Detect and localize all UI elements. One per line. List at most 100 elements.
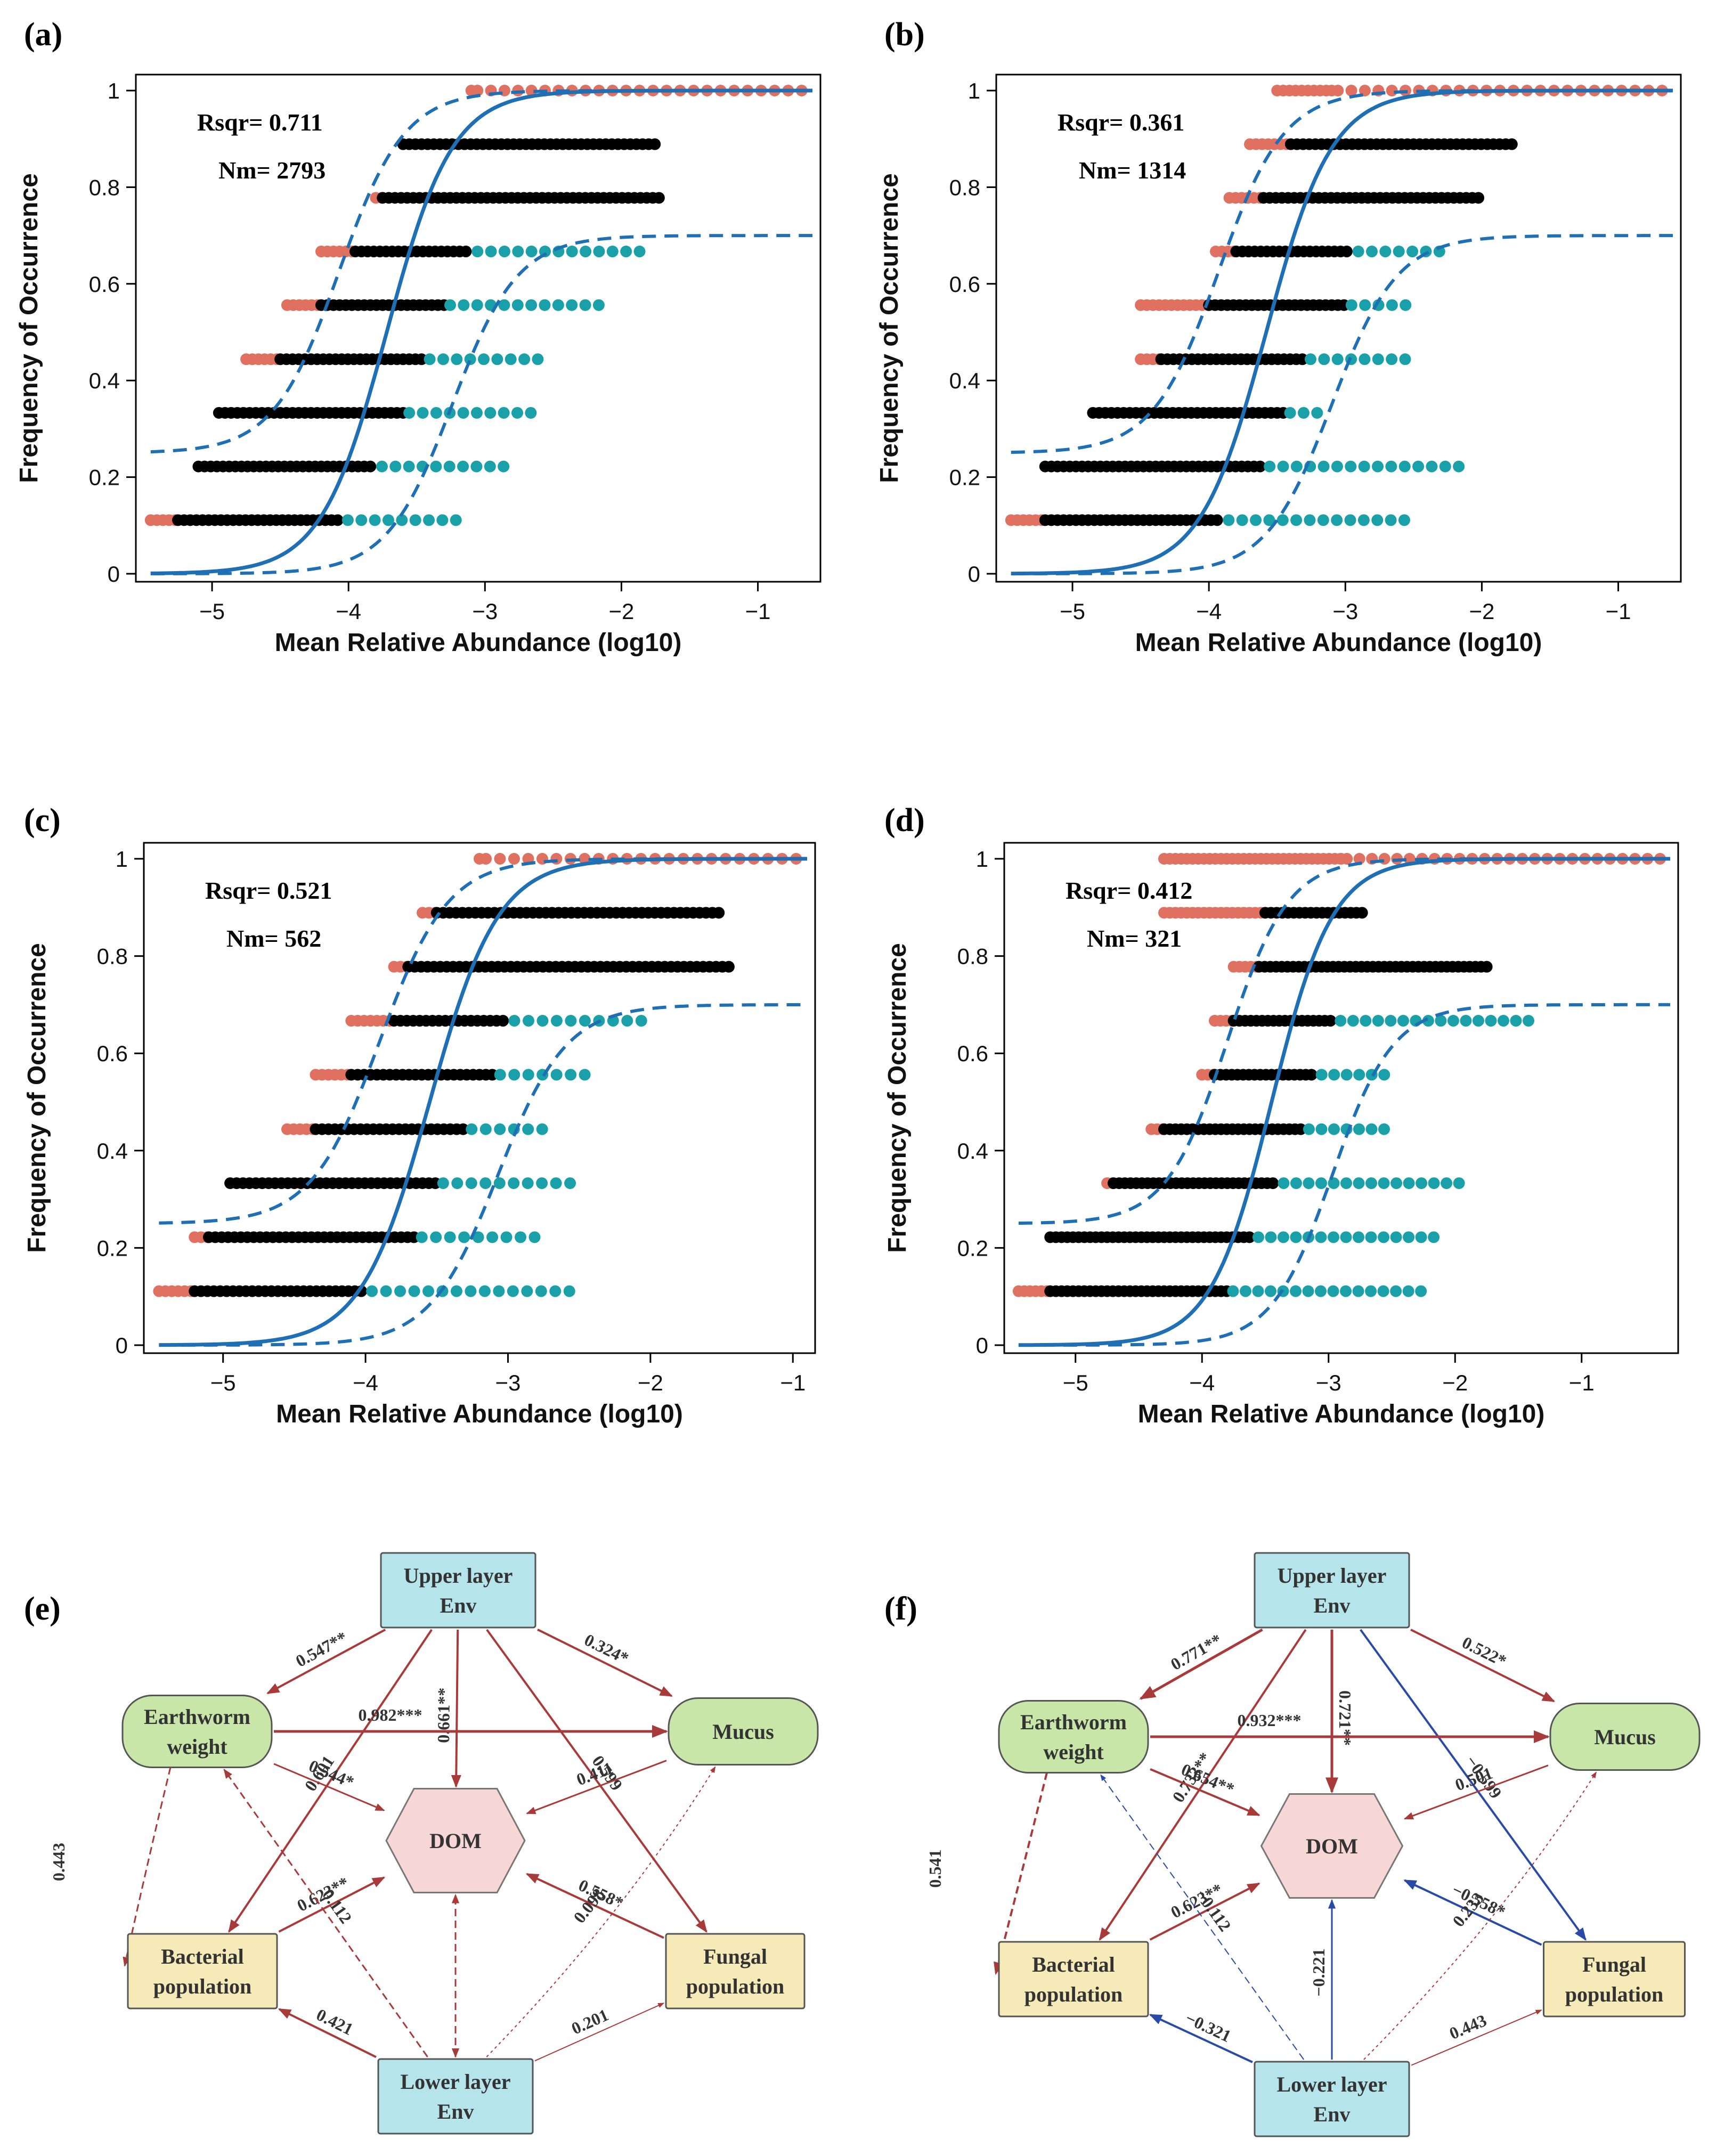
data-points xyxy=(144,85,808,526)
path-arrow xyxy=(1360,1629,1587,1941)
point-within xyxy=(416,353,428,365)
point-below xyxy=(1439,460,1451,473)
data-points xyxy=(153,853,802,1297)
node-label: population xyxy=(686,1974,785,1998)
y-tick-label: 0.6 xyxy=(89,272,120,297)
node-bacterial: Bacterial population xyxy=(127,1933,278,2009)
point-below xyxy=(564,1177,576,1189)
point-below xyxy=(1353,1177,1365,1189)
point-below xyxy=(566,246,578,258)
point-below xyxy=(1331,353,1344,365)
y-axis-label: Frequency of Occurrence xyxy=(875,173,904,483)
point-below xyxy=(549,1285,562,1297)
point-below xyxy=(522,1177,534,1189)
point-below xyxy=(1497,1015,1509,1027)
path-coefficient-label: −0.321 xyxy=(1183,2008,1234,2046)
point-below xyxy=(450,514,462,526)
x-tick-label: −3 xyxy=(1332,599,1358,624)
lower-confidence-curve xyxy=(1011,234,1673,575)
y-tick-label: 0.2 xyxy=(957,1235,988,1260)
path-coefficient-label: 0.932*** xyxy=(1238,1711,1302,1730)
x-tick-label: −3 xyxy=(1316,1370,1341,1395)
path-arrow xyxy=(266,1629,386,1695)
point-below xyxy=(508,1069,521,1081)
point-within xyxy=(1305,1069,1318,1081)
node-box xyxy=(1543,1941,1686,2017)
x-tick-label: −5 xyxy=(210,1370,236,1395)
point-within xyxy=(653,192,665,204)
point-below xyxy=(525,406,537,419)
point-below xyxy=(1344,514,1356,526)
point-below xyxy=(450,1285,462,1297)
point-below xyxy=(437,353,449,365)
point-below xyxy=(635,1015,647,1027)
point-below xyxy=(1340,1231,1352,1243)
point-below xyxy=(593,246,605,258)
point-below xyxy=(1264,1285,1276,1297)
point-below xyxy=(480,853,492,865)
point-below xyxy=(1398,460,1411,473)
neutral-model-fit-curve xyxy=(1011,88,1673,576)
point-below xyxy=(1264,460,1276,473)
lower-confidence-curve xyxy=(159,1003,807,1347)
point-below xyxy=(479,1177,492,1189)
point-below xyxy=(458,299,470,311)
point-below xyxy=(1284,406,1296,419)
panel-label: (c) xyxy=(24,802,61,839)
point-below xyxy=(408,1285,420,1297)
point-below xyxy=(512,246,524,258)
path-coefficient-label: 0.443 xyxy=(1446,2011,1489,2043)
neutral-model-fit-curve xyxy=(150,88,812,575)
path-arrow xyxy=(123,1767,172,1967)
path-arrow xyxy=(486,1629,707,1933)
point-below xyxy=(1416,1177,1428,1189)
point-below xyxy=(515,1231,527,1243)
point-below xyxy=(1399,353,1411,365)
y-axis-label: Frequency of Occurrence xyxy=(23,943,51,1253)
x-tick-label: −5 xyxy=(1063,1370,1088,1395)
point-below xyxy=(1328,1231,1340,1243)
y-axis-label: Frequency of Occurrence xyxy=(883,943,912,1253)
point-below xyxy=(500,1231,513,1243)
point-below xyxy=(1290,1285,1302,1297)
node-box xyxy=(998,1941,1149,2017)
path-coefficient-label: 0.421 xyxy=(313,2005,356,2039)
point-below xyxy=(1290,1177,1302,1189)
point-below xyxy=(1340,1177,1352,1189)
point-below xyxy=(1303,1177,1315,1189)
point-below xyxy=(620,246,632,258)
point-below xyxy=(1276,514,1289,526)
path-diagram-f: (f)0.771** 0.522*0.733**0.721**−0.5990.93… xyxy=(884,1552,1701,2137)
point-below xyxy=(563,1285,575,1297)
point-below xyxy=(382,514,394,526)
fit-curves xyxy=(159,857,807,1347)
node-box xyxy=(1549,1703,1701,1771)
point-below xyxy=(1453,460,1465,473)
point-below xyxy=(1428,1177,1440,1189)
point-below xyxy=(1315,1177,1327,1189)
node-box xyxy=(1260,1793,1404,1899)
point-below xyxy=(552,299,564,311)
point-below xyxy=(1315,1123,1328,1135)
point-below xyxy=(1372,460,1384,473)
point-below xyxy=(1406,246,1419,258)
point-within xyxy=(1473,192,1485,204)
point-below xyxy=(471,85,484,96)
point-below xyxy=(1328,1123,1340,1135)
point-below xyxy=(579,1015,591,1027)
point-below xyxy=(1331,460,1343,473)
plot-frame xyxy=(995,74,1682,583)
path-arrow xyxy=(537,1629,673,1697)
point-below xyxy=(1359,353,1371,365)
point-below xyxy=(423,514,435,526)
point-below xyxy=(341,514,354,526)
point-below xyxy=(498,246,510,258)
node-box xyxy=(1254,2061,1410,2137)
point-below xyxy=(536,1015,549,1027)
node-label: Fungal xyxy=(703,1945,767,1968)
point-below xyxy=(621,1015,633,1027)
point-below xyxy=(369,514,381,526)
x-tick-label: −4 xyxy=(1196,599,1222,624)
node-label: Mucus xyxy=(712,1720,774,1744)
node-label: Bacterial xyxy=(161,1945,244,1968)
